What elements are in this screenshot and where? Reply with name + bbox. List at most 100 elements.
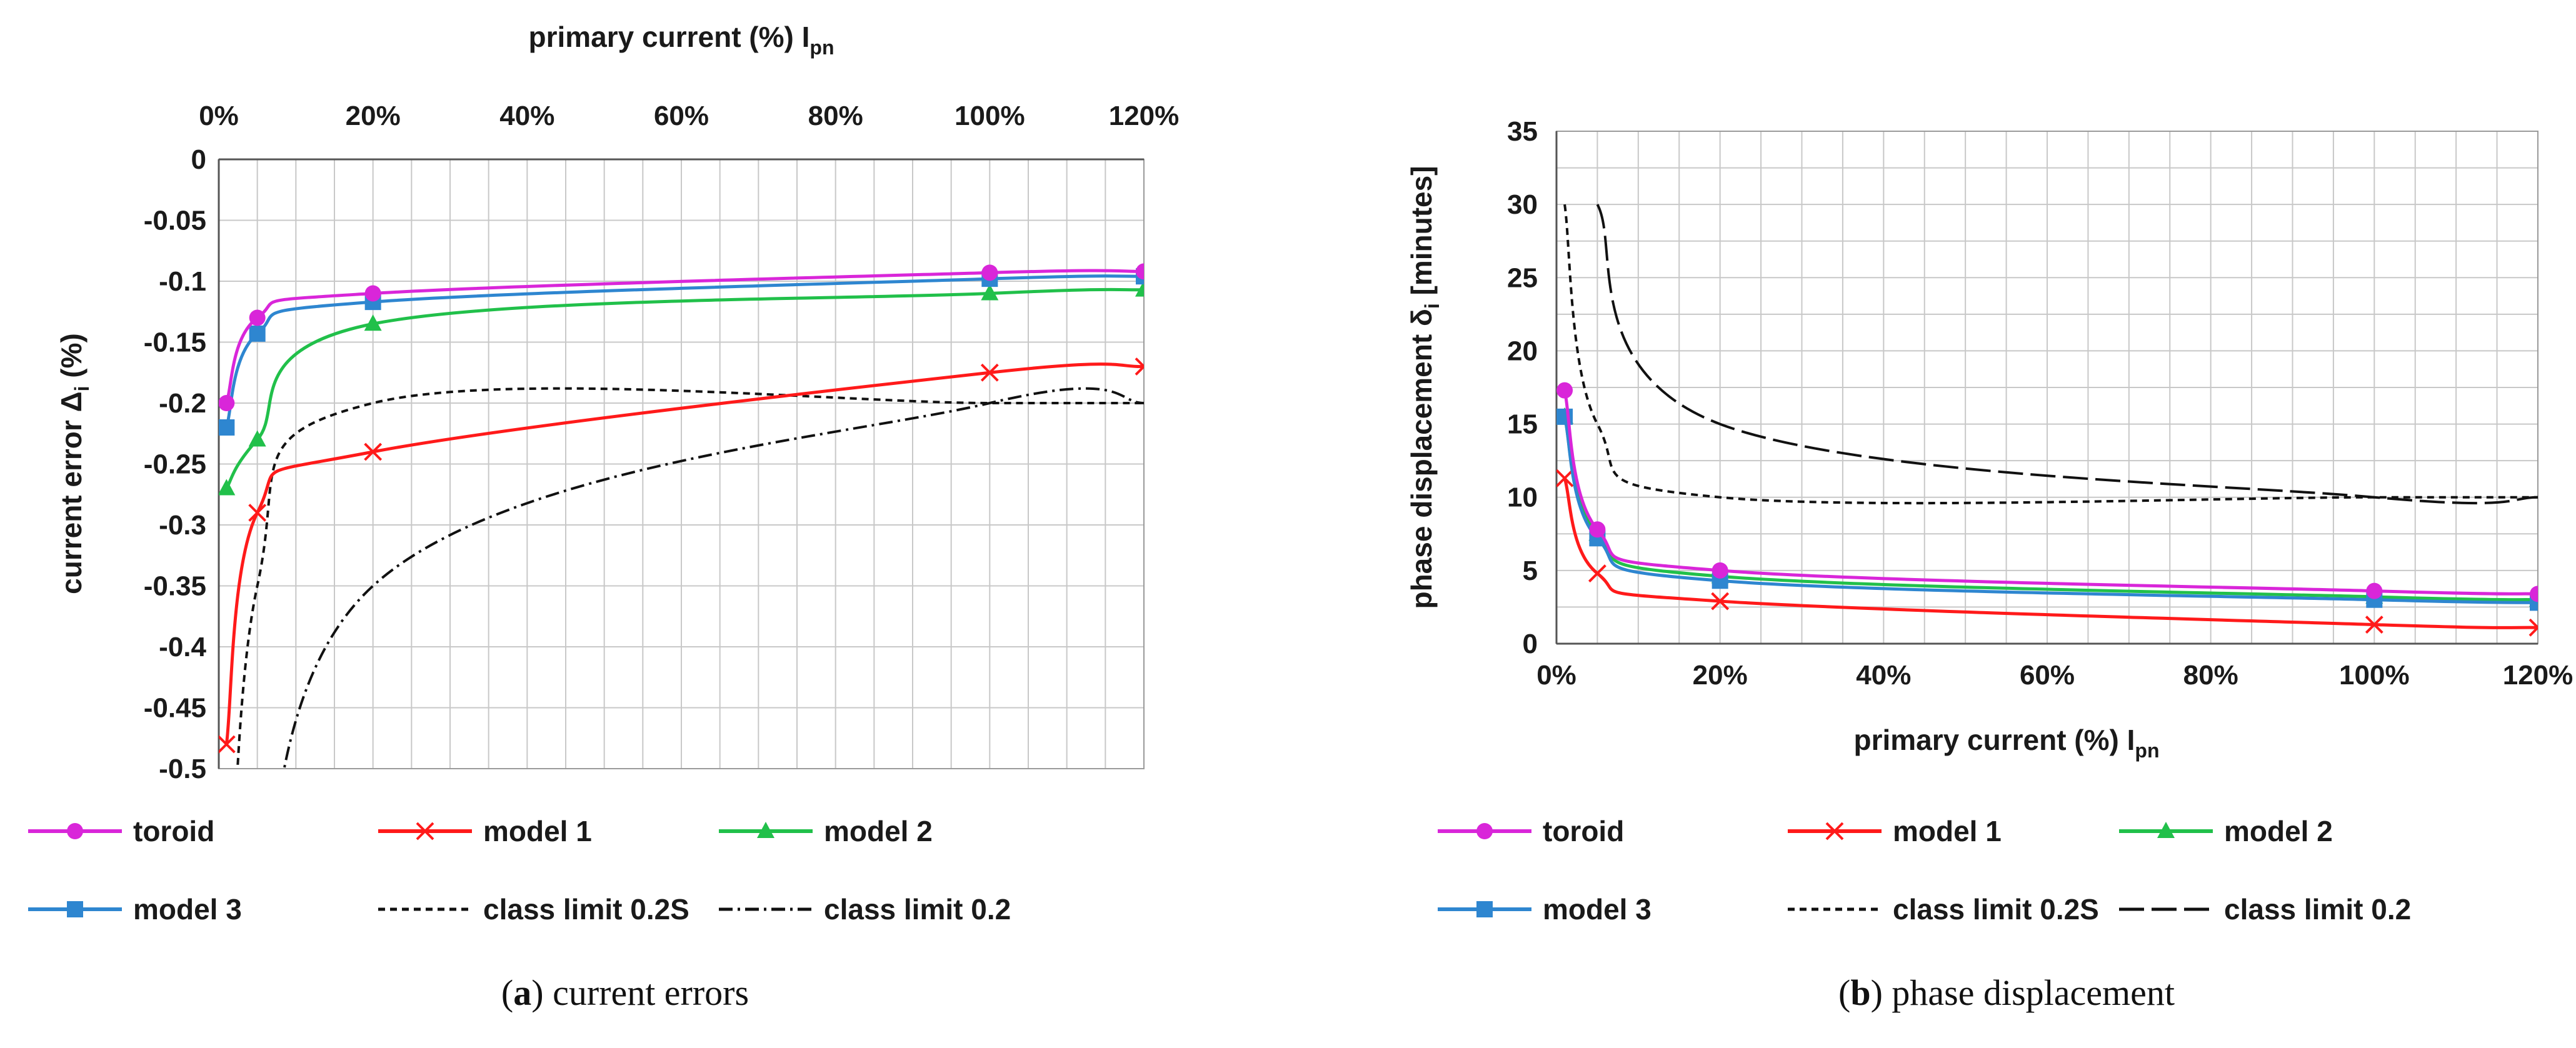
x-tick-label: 80% (808, 101, 863, 131)
legend-marker-model-1-stroke-2 (1825, 822, 1844, 841)
data-point-model-1-stroke-2 (2528, 626, 2538, 637)
y-axis-title-subscript: i (1421, 303, 1443, 309)
caption-open-paren: ( (1838, 972, 1850, 1013)
y-tick-label: -0.4 (159, 632, 206, 662)
y-tick-label: 35 (1507, 116, 1538, 147)
data-point-model-1 (1556, 469, 1574, 487)
x-tick-label: 40% (1856, 660, 1911, 691)
data-point-model-1-stroke-2 (1556, 469, 1574, 487)
legend-item-class-limit-0-2: class limit 0.2 (2119, 893, 2411, 926)
legend-item-toroid: toroid (1438, 815, 1624, 847)
data-point-model-3 (219, 419, 235, 436)
legend-label-model-1: model 1 (1893, 815, 2002, 847)
legend-label-class-limit-0-2: class limit 0.2 (824, 893, 1011, 926)
legend-label-model-3: model 3 (133, 893, 242, 926)
y-tick-label: 0 (191, 144, 206, 175)
legend-label-model-1: model 1 (483, 815, 592, 847)
y-tick-label: 20 (1507, 336, 1538, 366)
data-point-toroid (249, 309, 266, 326)
series-line-toroid (1563, 390, 2538, 596)
y-tick-label: 25 (1507, 262, 1538, 293)
y-tick-label: -0.15 (144, 327, 206, 358)
y-tick-label: 5 (1523, 556, 1538, 586)
y-tick-label: -0.5 (159, 754, 206, 784)
chart-a-legend: toroid model 1 model 2 model 3 class limit 0… (28, 815, 1011, 926)
legend-item-toroid: toroid (28, 815, 214, 847)
series-line-class-limit-0-2s (236, 387, 1144, 769)
legend-marker-toroid (1476, 823, 1493, 839)
data-point-model-1 (1135, 357, 1144, 376)
series-line-model-1 (224, 362, 1144, 745)
x-tick-label: 100% (2339, 660, 2410, 691)
y-tick-label: -0.25 (144, 449, 206, 480)
data-point-model-1-stroke-2 (248, 504, 267, 522)
legend-label-toroid: toroid (133, 815, 214, 847)
caption-letter: a (513, 972, 531, 1013)
x-axis-title-subscript: pn (809, 36, 834, 59)
y-tick-label: 30 (1507, 189, 1538, 220)
x-tick-label: 60% (654, 101, 709, 131)
chart-b-series (1556, 204, 2538, 637)
data-point-model-2 (981, 284, 999, 301)
legend-item-model-3: model 3 (28, 893, 242, 926)
x-axis-title-subscript: pn (2135, 739, 2159, 762)
data-point-model-1 (1711, 592, 1730, 611)
data-point-model-1-stroke-2 (1711, 592, 1730, 611)
y-tick-label: -0.35 (144, 571, 206, 602)
data-point-model-1 (2528, 618, 2538, 637)
legend-marker-toroid (67, 823, 83, 839)
x-tick-label: 20% (346, 101, 401, 131)
legend-label-class-limit-0-2s: class limit 0.2S (1893, 893, 2099, 926)
x-tick-label: 40% (499, 101, 554, 131)
data-point-model-1-stroke-2 (980, 363, 999, 382)
chart-a-caption: (a) current errors (501, 972, 749, 1013)
legend-item-class-limit-0-2s: class limit 0.2S (378, 893, 689, 926)
y-axis-title: phase displacement δi [minutes] (1405, 166, 1443, 609)
x-tick-label: 20% (1693, 660, 1748, 691)
data-point-model-1 (248, 504, 267, 522)
data-point-model-1-stroke-2 (1135, 364, 1144, 376)
caption-text: current errors (553, 972, 749, 1013)
y-tick-label: 0 (1523, 629, 1538, 659)
legend-marker-model-3 (1476, 901, 1493, 917)
chart-b-caption: (b) phase displacement (1838, 972, 2175, 1013)
data-point-model-1-stroke-2 (219, 735, 236, 754)
y-axis-title-unit: (%) (55, 333, 88, 386)
data-point-model-1 (2365, 616, 2383, 634)
y-tick-label: 15 (1507, 409, 1538, 440)
legend-item-model-2: model 2 (2119, 815, 2333, 847)
data-point-toroid (1589, 521, 1606, 538)
data-point-model-1-stroke-1 (1135, 357, 1144, 369)
legend-label-model-3: model 3 (1543, 893, 1651, 926)
x-tick-label: 100% (955, 101, 1025, 131)
x-axis-title-main: primary current (%) I (529, 21, 810, 53)
data-point-model-2 (248, 430, 266, 447)
chart-a-series (219, 263, 1144, 769)
y-tick-label: -0.05 (144, 206, 206, 236)
x-tick-label: 120% (1109, 101, 1180, 131)
data-point-model-2 (364, 314, 382, 331)
legend-label-class-limit-0-2: class limit 0.2 (2224, 893, 2411, 926)
legend-item-class-limit-0-2s: class limit 0.2S (1788, 893, 2099, 926)
caption-letter: b (1850, 972, 1870, 1013)
data-point-model-1-stroke-2 (1588, 564, 1606, 582)
legend-label-model-2: model 2 (2224, 815, 2333, 847)
x-tick-label: 120% (2503, 660, 2573, 691)
x-tick-label: 0% (199, 101, 239, 131)
legend-marker-model-1 (416, 822, 434, 841)
legend-marker-model-2 (757, 822, 774, 838)
data-point-model-3 (249, 325, 266, 342)
x-axis-title: primary current (%) Ipn (529, 21, 834, 59)
legend-item-model-1: model 1 (1788, 815, 2002, 847)
legend-item-model-3: model 3 (1438, 893, 1651, 926)
legend-label-class-limit-0-2s: class limit 0.2S (483, 893, 689, 926)
data-point-model-1-stroke-1 (2528, 618, 2538, 630)
x-tick-label: 0% (1536, 660, 1576, 691)
y-tick-label: -0.1 (159, 266, 206, 297)
y-tick-label: -0.45 (144, 693, 206, 724)
y-tick-label: 10 (1507, 482, 1538, 513)
y-axis-title-main: current error Δ (55, 391, 88, 594)
y-axis-title-main: phase displacement δ (1405, 309, 1438, 609)
data-point-toroid (2366, 582, 2383, 599)
